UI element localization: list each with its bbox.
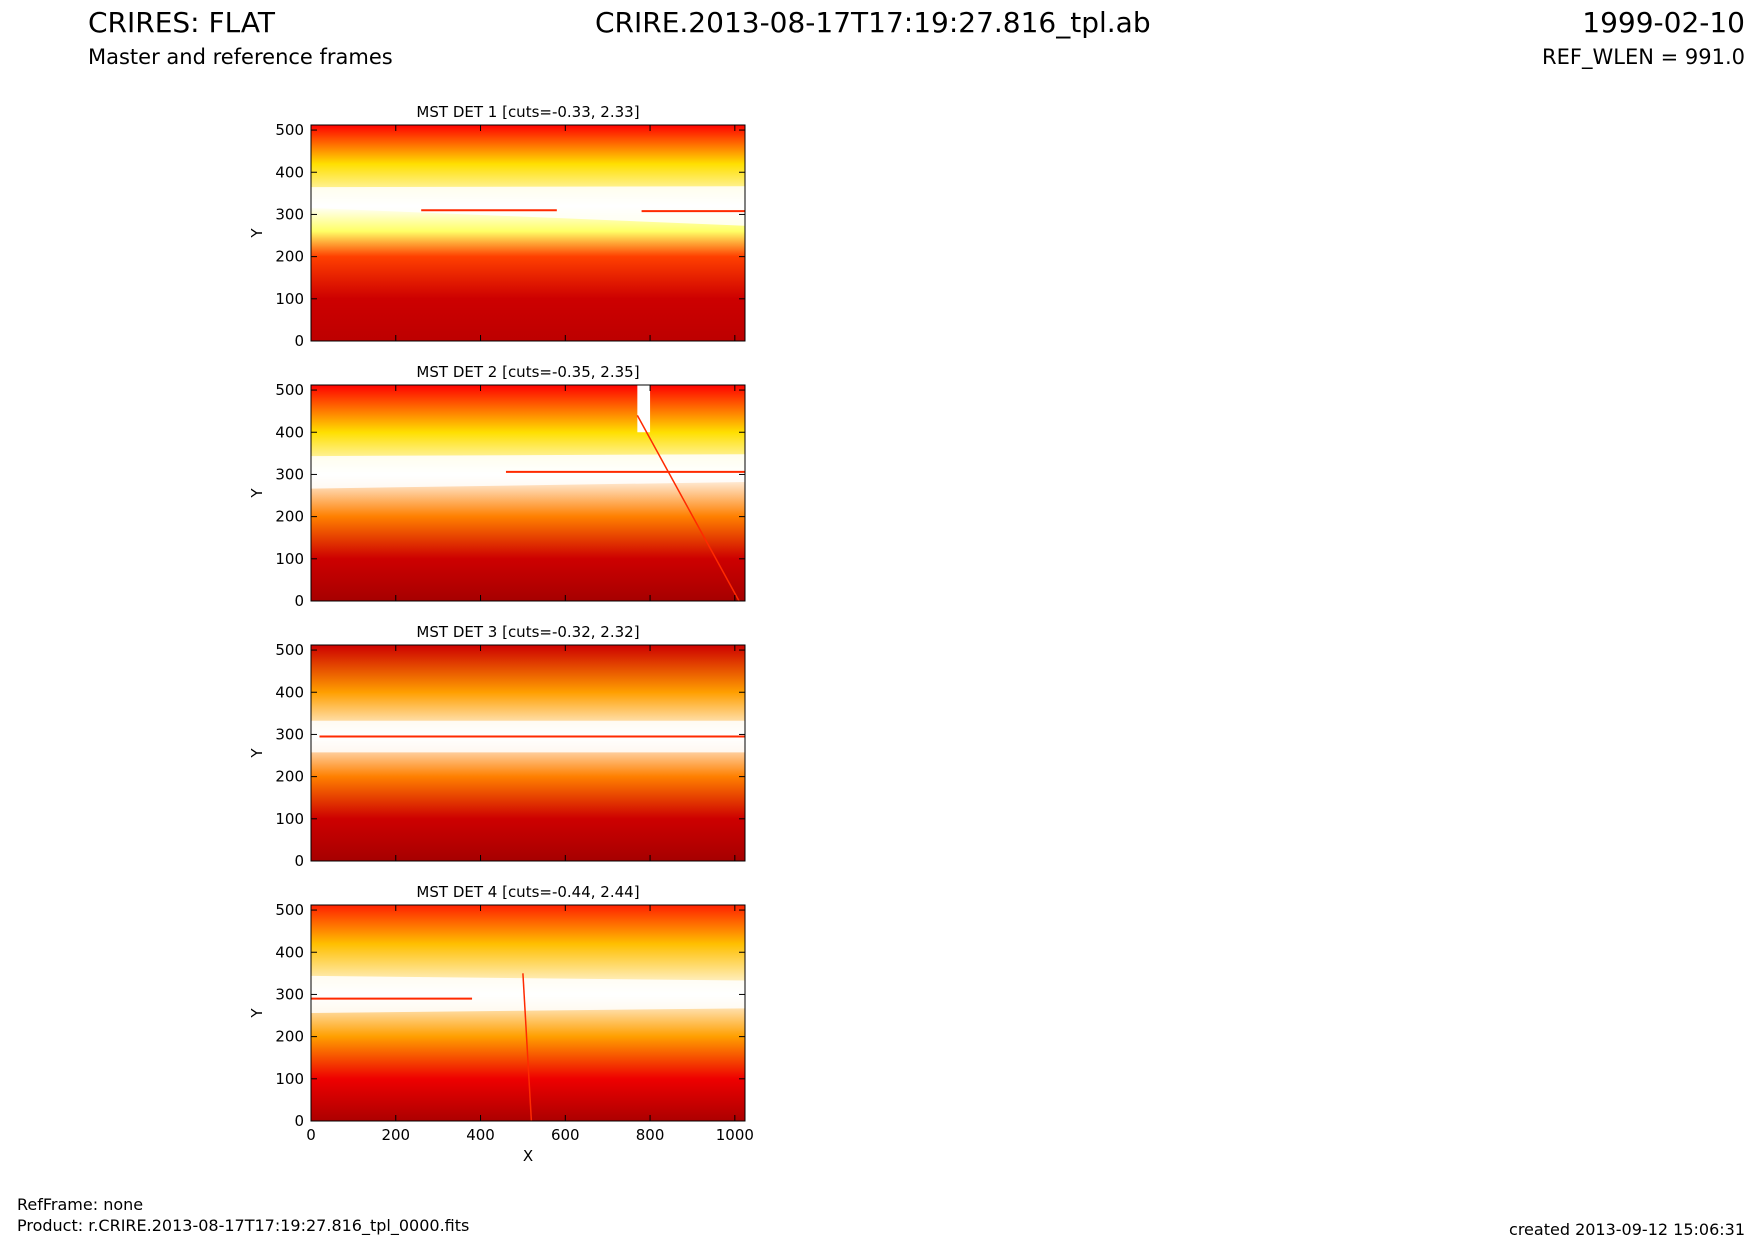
y-tick-label: 0 (294, 1112, 304, 1130)
y-tick-label: 400 (275, 163, 304, 181)
y-tick-label: 0 (294, 592, 304, 610)
y-tick-label: 100 (275, 1070, 304, 1088)
y-tick-label: 300 (275, 465, 304, 483)
heatmap-image (311, 905, 745, 1121)
panel-title: MST DET 4 [cuts=-0.44, 2.44] (416, 883, 639, 901)
diagonal-streak (636, 415, 740, 602)
y-tick-label: 200 (275, 508, 304, 526)
y-tick-label: 300 (275, 725, 304, 743)
y-tick-label: 500 (275, 901, 304, 919)
heatmap-image (311, 645, 745, 861)
bright-column (637, 385, 651, 433)
y-tick-label: 100 (275, 810, 304, 828)
product-label: Product: r.CRIRE.2013-08-17T17:19:27.816… (17, 1216, 470, 1235)
x-axis-label: X (523, 1147, 533, 1165)
x-tick-label: 800 (636, 1126, 665, 1144)
bright-band (311, 186, 745, 226)
page-title: CRIRES: FLAT (88, 6, 275, 39)
x-tick-label: 1000 (716, 1126, 754, 1144)
y-axis-label: Y (248, 228, 266, 239)
panel-title: MST DET 2 [cuts=-0.35, 2.35] (416, 363, 639, 381)
x-tick-label: 400 (466, 1126, 495, 1144)
y-tick-label: 200 (275, 1028, 304, 1046)
heatmap-image (311, 125, 745, 341)
x-tick-label: 200 (381, 1126, 410, 1144)
panel-3: MST DET 3 [cuts=-0.32, 2.32] 0 100 200 300 40… (248, 623, 746, 870)
panel-1: MST DET 1 [cuts=-0.33, 2.33] 0 100 200 300 40… (248, 103, 746, 350)
y-tick-label: 500 (275, 641, 304, 659)
y-axis-label: Y (248, 488, 266, 499)
bright-band (311, 975, 745, 1013)
panel-title: MST DET 1 [cuts=-0.33, 2.33] (416, 103, 639, 121)
y-tick-label: 400 (275, 683, 304, 701)
y-tick-label: 500 (275, 121, 304, 139)
heatmap-image (311, 385, 745, 601)
y-tick-label: 400 (275, 943, 304, 961)
y-tick-label: 400 (275, 423, 304, 441)
y-tick-label: 200 (275, 768, 304, 786)
created-label: created 2013-09-12 15:06:31 (1509, 1220, 1745, 1239)
diagonal-streak (522, 973, 533, 1122)
y-tick-label: 100 (275, 550, 304, 568)
axes-frame (310, 904, 746, 1122)
x-tick-label: 600 (551, 1126, 580, 1144)
y-axis-label: Y (248, 748, 266, 759)
file-name: CRIRE.2013-08-17T17:19:27.816_tpl.ab (595, 6, 1151, 39)
y-axis-label: Y (248, 1008, 266, 1019)
x-tick-label: 0 (306, 1126, 316, 1144)
ref-wlen-label: REF_WLEN = 991.0 (1542, 45, 1745, 69)
y-tick-label: 300 (275, 985, 304, 1003)
y-tick-label: 0 (294, 332, 304, 350)
panel-4: MST DET 4 [cuts=-0.44, 2.44] 0 100 200 300 40… (248, 883, 754, 1165)
page-subtitle: Master and reference frames (88, 45, 393, 69)
y-tick-label: 0 (294, 852, 304, 870)
axes-frame (310, 644, 746, 862)
y-tick-label: 500 (275, 381, 304, 399)
panel-title: MST DET 3 [cuts=-0.32, 2.32] (416, 623, 639, 641)
y-tick-label: 200 (275, 248, 304, 266)
ref-frame-label: RefFrame: none (17, 1195, 144, 1214)
panel-2: MST DET 2 [cuts=-0.35, 2.35] 0 100 200 300 40… (248, 363, 746, 610)
y-tick-label: 300 (275, 205, 304, 223)
axes-frame (310, 124, 746, 342)
axes-frame (310, 384, 746, 602)
y-tick-label: 100 (275, 290, 304, 308)
date-label: 1999-02-10 (1582, 6, 1745, 39)
